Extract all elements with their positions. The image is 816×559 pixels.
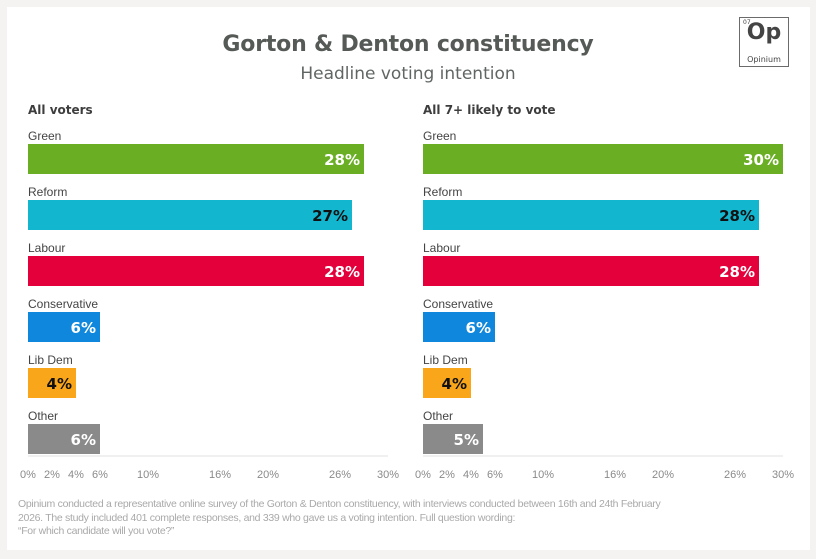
value-label-other: 6% [71,431,96,449]
x-tick-label: 4% [68,469,84,481]
x-tick-label: 10% [137,469,159,481]
x-tick-label: 2% [439,469,455,481]
value-label-green: 28% [324,151,360,169]
category-label-other: Other [423,409,453,423]
value-label-reform: 28% [719,207,755,225]
x-tick-label: 20% [652,469,674,481]
category-label-lib-dem: Lib Dem [423,353,468,367]
category-label-green: Green [423,129,456,143]
footnote-line-1: Opinium conducted a representative onlin… [18,498,661,510]
x-tick-label: 0% [415,469,431,481]
panel-title-likely-voters: All 7+ likely to vote [423,103,556,117]
x-tick-label: 16% [209,469,231,481]
x-tick-label: 26% [724,469,746,481]
category-label-conservative: Conservative [28,297,98,311]
bar-reform [423,200,759,230]
value-label-green: 30% [743,151,779,169]
category-label-labour: Labour [423,241,460,255]
bar-green [28,144,364,174]
value-label-reform: 27% [312,207,348,225]
opinium-logo: 07 Op Opinium [739,17,789,67]
chart-subtitle: Headline voting intention [300,64,516,84]
x-tick-label: 30% [772,469,794,481]
category-label-labour: Labour [28,241,65,255]
value-label-labour: 28% [719,263,755,281]
bar-lib-dem [423,368,471,398]
logo-name: Opinium [747,55,781,64]
value-label-other: 5% [454,431,479,449]
value-label-lib-dem: 4% [442,375,467,393]
bar-green [423,144,783,174]
bar-conservative [28,312,100,342]
bar-conservative [423,312,495,342]
x-tick-label: 4% [463,469,479,481]
x-tick-label: 20% [257,469,279,481]
value-label-conservative: 6% [71,319,96,337]
category-label-green: Green [28,129,61,143]
x-tick-label: 6% [487,469,503,481]
category-label-reform: Reform [423,185,462,199]
bar-lib-dem [28,368,76,398]
bar-other [423,424,483,454]
x-tick-label: 30% [377,469,399,481]
value-label-labour: 28% [324,263,360,281]
value-label-conservative: 6% [466,319,491,337]
x-tick-label: 16% [604,469,626,481]
logo-symbol: Op [746,20,782,45]
footnote-line-3: “For which candidate will you vote?” [18,525,175,537]
category-label-conservative: Conservative [423,297,493,311]
chart-title: Gorton & Denton constituency [222,32,594,57]
bar-other [28,424,100,454]
x-tick-label: 6% [92,469,108,481]
methodology-footnote: Opinium conducted a representative onlin… [18,498,808,539]
x-tick-label: 0% [20,469,36,481]
category-label-reform: Reform [28,185,67,199]
category-label-lib-dem: Lib Dem [28,353,73,367]
bar-reform [28,200,352,230]
x-tick-label: 2% [44,469,60,481]
category-label-other: Other [28,409,58,423]
panel-title-all-voters: All voters [28,103,93,117]
x-tick-label: 10% [532,469,554,481]
logo-number: 07 [743,19,751,26]
footnote-line-2: 2026. The study included 401 complete re… [18,511,516,524]
bar-labour [28,256,364,286]
bar-labour [423,256,759,286]
x-tick-label: 26% [329,469,351,481]
value-label-lib-dem: 4% [47,375,72,393]
